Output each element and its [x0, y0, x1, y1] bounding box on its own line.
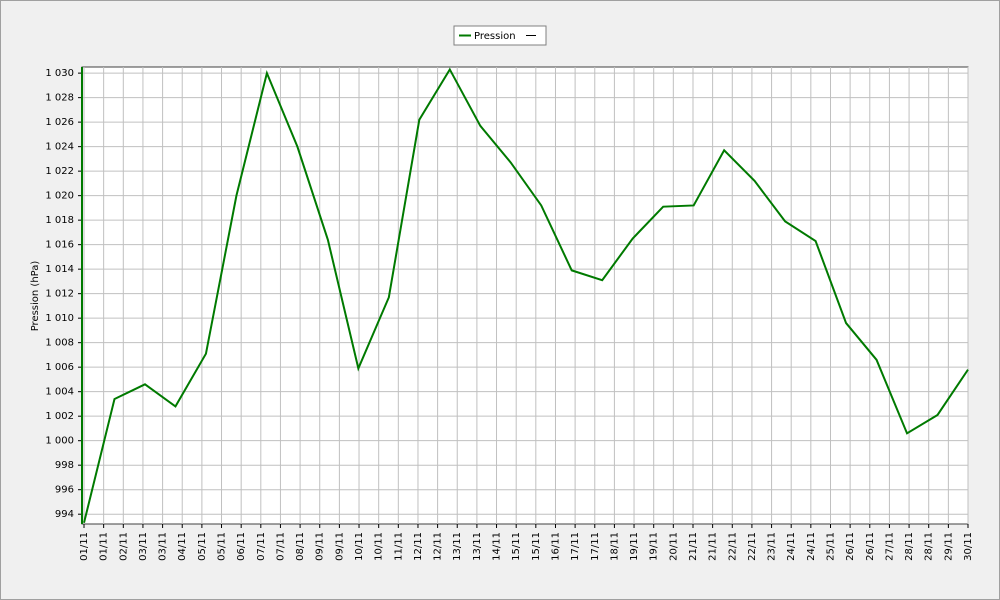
y-tick-label: 1 020 — [45, 191, 74, 202]
line-series — [83, 67, 969, 524]
y-tick-label: 994 — [55, 509, 74, 520]
x-tick-label: 10/11 — [374, 532, 385, 561]
x-tick-label: 07/11 — [275, 532, 286, 561]
x-tick-label: 09/11 — [315, 532, 326, 561]
x-tick-label: 11/11 — [393, 532, 404, 561]
x-tick-label: 25/11 — [825, 532, 836, 561]
x-tick-label: 15/11 — [531, 532, 542, 561]
x-tick-label: 01/11 — [99, 532, 110, 561]
x-tick-label: 05/11 — [217, 532, 228, 561]
x-tick-label: 23/11 — [767, 532, 778, 561]
x-tick-label: 18/11 — [609, 532, 620, 561]
x-tick-label: 12/11 — [413, 532, 424, 561]
y-tick-label: 1 002 — [45, 411, 74, 422]
x-tick-label: 10/11 — [354, 532, 365, 561]
legend-box — [453, 25, 547, 46]
y-tick-label: 1 018 — [45, 215, 74, 226]
x-tick-label: 24/11 — [806, 532, 817, 561]
x-tick-label: 24/11 — [786, 532, 797, 561]
y-tick-label: 1 008 — [45, 338, 74, 349]
legend: Pression — [453, 25, 547, 46]
grid — [82, 67, 969, 524]
legend-label: Pression — [474, 31, 516, 42]
y-tick-label: 996 — [55, 485, 74, 496]
x-tick-label: 05/11 — [197, 532, 208, 561]
x-tick-label: 12/11 — [433, 532, 444, 561]
x-tick-label: 26/11 — [845, 532, 856, 561]
y-tick-label: 1 000 — [45, 436, 74, 447]
y-tick-label: 1 030 — [45, 68, 74, 79]
x-tick-label: 08/11 — [295, 532, 306, 561]
x-tick-label: 02/11 — [118, 532, 129, 561]
x-tick-label: 26/11 — [865, 532, 876, 561]
x-tick-label: 17/11 — [570, 532, 581, 561]
y-tick-label: 1 006 — [45, 362, 74, 373]
y-tick-label: 1 012 — [45, 289, 74, 300]
y-tick-label: 1 014 — [45, 264, 74, 275]
y-tick-label: 1 026 — [45, 117, 74, 128]
x-tick-label: 29/11 — [943, 532, 954, 561]
x-tick-label: 16/11 — [550, 532, 561, 561]
y-tick-label: 1 004 — [45, 387, 74, 398]
x-tick-label: 21/11 — [708, 532, 719, 561]
y-tick-label: 1 022 — [45, 166, 74, 177]
x-tick-label: 30/11 — [963, 532, 974, 561]
x-tick-label: 03/11 — [158, 532, 169, 561]
y-tick-label: 1 010 — [45, 313, 74, 324]
x-tick-label: 14/11 — [492, 532, 503, 561]
x-tick-label: 09/11 — [334, 532, 345, 561]
plot-area — [81, 66, 969, 525]
y-tick-label: 998 — [55, 460, 74, 471]
x-tick-label: 04/11 — [177, 532, 188, 561]
y-axis-label: Pression (hPa) — [30, 261, 41, 332]
x-tick-label: 28/11 — [924, 532, 935, 561]
x-tick-label: 07/11 — [256, 532, 267, 561]
x-tick-label: 22/11 — [727, 532, 738, 561]
x-tick-label: 27/11 — [884, 532, 895, 561]
x-tick-label: 15/11 — [511, 532, 522, 561]
x-tick-label: 28/11 — [904, 532, 915, 561]
x-tick-label: 01/11 — [79, 532, 90, 561]
x-tick-label: 21/11 — [688, 532, 699, 561]
y-tick-label: 1 024 — [45, 142, 74, 153]
y-tick-label: 1 016 — [45, 240, 74, 251]
y-tick-label: 1 028 — [45, 93, 74, 104]
x-tick-label: 03/11 — [138, 532, 149, 561]
x-tick-label: 13/11 — [472, 532, 483, 561]
x-tick-label: 19/11 — [629, 532, 640, 561]
x-tick-label: 17/11 — [590, 532, 601, 561]
x-tick-label: 20/11 — [668, 532, 679, 561]
x-tick-label: 19/11 — [649, 532, 660, 561]
x-tick-label: 06/11 — [236, 532, 247, 561]
x-tick-label: 22/11 — [747, 532, 758, 561]
x-tick-label: 13/11 — [452, 532, 463, 561]
